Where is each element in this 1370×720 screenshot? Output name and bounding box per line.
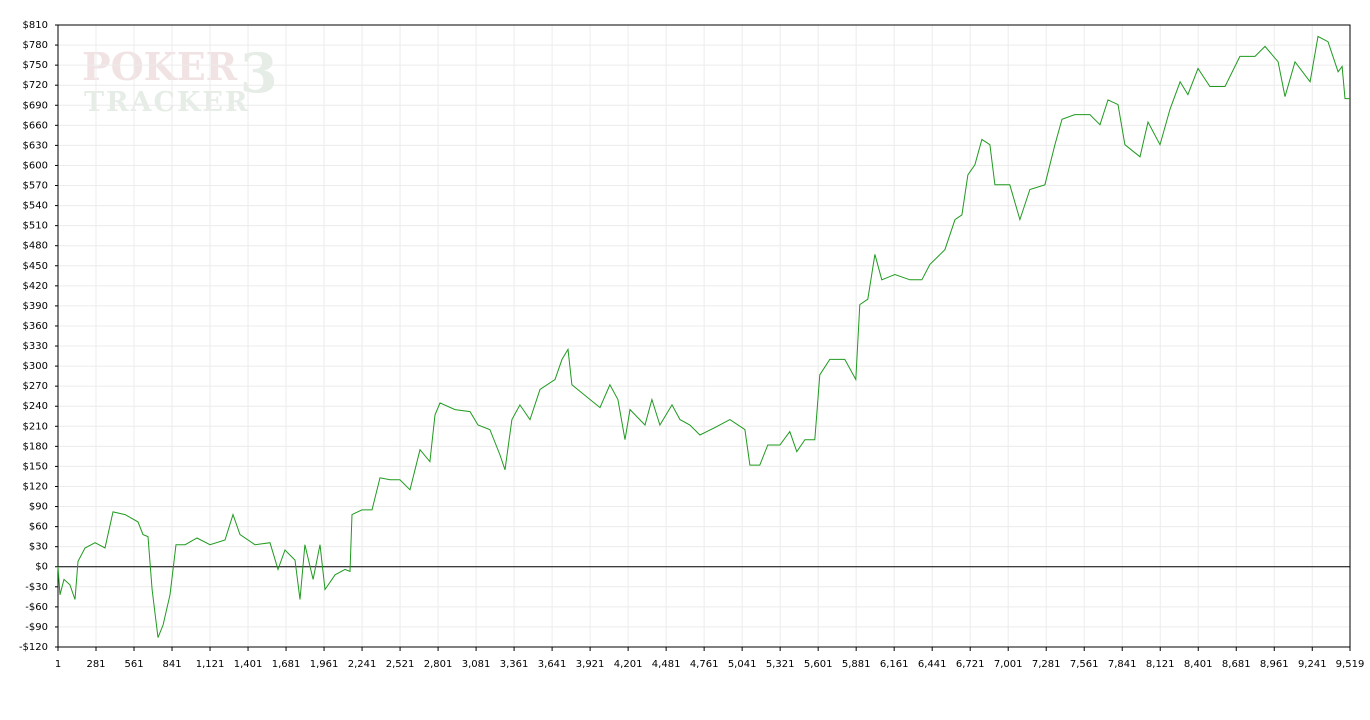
y-tick-label: $720	[23, 80, 48, 91]
x-tick-label: 8,681	[1222, 659, 1251, 670]
y-tick-label: $330	[23, 341, 48, 352]
y-tick-label: $270	[23, 381, 48, 392]
y-tick-label: $180	[23, 441, 48, 452]
y-tick-label: $780	[23, 40, 48, 51]
y-tick-label: $300	[23, 361, 48, 372]
y-tick-label: $600	[23, 160, 48, 171]
x-tick-label: 8,961	[1260, 659, 1289, 670]
watermark-top: POKER	[82, 44, 238, 89]
y-tick-label: $690	[23, 100, 48, 111]
x-tick-label: 1	[55, 659, 61, 670]
x-tick-label: 5,321	[766, 659, 795, 670]
y-tick-label: $630	[23, 140, 48, 151]
y-tick-label: $0	[35, 562, 48, 573]
x-tick-label: 7,281	[1032, 659, 1061, 670]
watermark-bottom: TRACKER	[84, 87, 249, 118]
y-tick-label: $150	[23, 461, 48, 472]
x-tick-label: 9,241	[1298, 659, 1327, 670]
x-tick-label: 7,001	[994, 659, 1023, 670]
y-tick-label: $540	[23, 201, 48, 212]
y-tick-label: -$90	[25, 622, 48, 633]
x-tick-label: 1,121	[196, 659, 225, 670]
y-tick-label: $30	[29, 542, 48, 553]
plot-border	[57, 24, 1351, 648]
y-tick-label: $240	[23, 401, 48, 412]
x-tick-label: 2,521	[386, 659, 415, 670]
line-series	[57, 35, 1350, 638]
y-tick-label: $810	[23, 20, 48, 31]
y-tick-label: -$30	[25, 582, 48, 593]
x-tick-label: 3,081	[462, 659, 491, 670]
y-tick-label: $390	[23, 301, 48, 312]
watermark-badge: 3	[240, 41, 278, 105]
x-tick-label: 5,601	[804, 659, 833, 670]
y-tick-label: $450	[23, 261, 48, 272]
x-tick-label: 841	[162, 659, 181, 670]
x-tick-label: 4,481	[652, 659, 681, 670]
x-tick-label: 6,441	[918, 659, 947, 670]
x-tick-label: 8,121	[1146, 659, 1175, 670]
x-tick-label: 9,519	[1336, 659, 1365, 670]
y-tick-label: $420	[23, 281, 48, 292]
x-tick-label: 561	[124, 659, 143, 670]
y-tick-label: -$60	[25, 602, 48, 613]
y-tick-label: $660	[23, 120, 48, 131]
x-tick-label: 5,881	[842, 659, 871, 670]
y-tick-label: $480	[23, 241, 48, 252]
y-tick-label: -$120	[19, 642, 48, 653]
x-tick-label: 5,041	[728, 659, 757, 670]
x-tick-label: 4,761	[690, 659, 719, 670]
x-tick-label: 3,361	[500, 659, 529, 670]
y-tick-label: $210	[23, 421, 48, 432]
x-tick-label: 3,921	[576, 659, 605, 670]
x-tick-label: 2,241	[348, 659, 377, 670]
x-tick-label: 1,961	[310, 659, 339, 670]
y-tick-label: $570	[23, 181, 48, 192]
x-tick-label: 7,561	[1070, 659, 1099, 670]
y-tick-label: $360	[23, 321, 48, 332]
x-tick-label: 3,641	[538, 659, 567, 670]
y-tick-label: $120	[23, 481, 48, 492]
y-tick-label: $90	[29, 502, 48, 513]
x-tick-label: 6,721	[956, 659, 985, 670]
x-tick-label: 281	[86, 659, 105, 670]
x-tick-label: 4,201	[614, 659, 643, 670]
x-tick-label: 1,401	[234, 659, 263, 670]
y-tick-label: $510	[23, 221, 48, 232]
x-tick-label: 6,161	[880, 659, 909, 670]
x-tick-label: 7,841	[1108, 659, 1137, 670]
y-tick-label: $60	[29, 522, 48, 533]
y-tick-label: $750	[23, 60, 48, 71]
x-tick-label: 2,801	[424, 659, 453, 670]
x-tick-label: 8,401	[1184, 659, 1213, 670]
x-tick-label: 1,681	[272, 659, 301, 670]
